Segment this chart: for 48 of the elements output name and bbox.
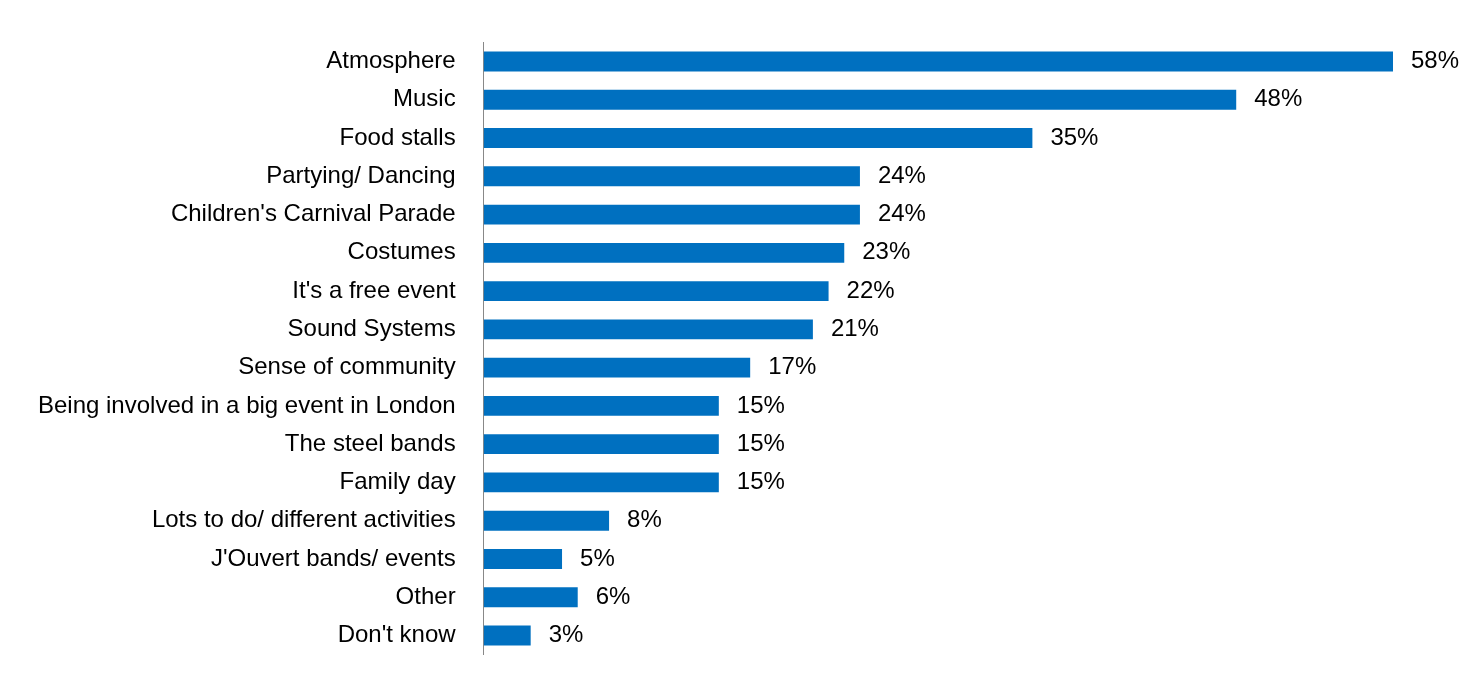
data-label: 48% — [1254, 84, 1303, 112]
data-label: 24% — [877, 199, 926, 227]
data-label: 23% — [862, 237, 911, 265]
data-label: 21% — [830, 313, 879, 341]
bar — [483, 625, 531, 646]
y-tick-label: Family day — [339, 467, 456, 495]
bar — [483, 51, 1393, 72]
data-label: 15% — [736, 467, 785, 495]
data-label: 5% — [580, 543, 615, 571]
bar — [483, 242, 845, 263]
data-label: 58% — [1411, 46, 1460, 74]
y-tick-label: Lots to do/ different activities — [151, 505, 456, 533]
data-label: 3% — [548, 620, 584, 648]
bar — [483, 395, 719, 416]
y-tick-label: Other — [395, 581, 456, 609]
y-tick-label: Partying/ Dancing — [266, 160, 456, 188]
bar — [483, 510, 610, 531]
y-tick-label: It's a free event — [292, 275, 456, 303]
bar — [483, 128, 1033, 148]
bar — [483, 281, 829, 302]
y-tick-label: Atmosphere — [326, 46, 456, 74]
bar — [483, 472, 719, 493]
y-tick-label: Don't know — [337, 620, 457, 648]
y-tick-label: Music — [392, 84, 456, 112]
data-label: 6% — [595, 581, 631, 609]
data-label: 15% — [736, 390, 785, 418]
y-tick-label: Food stalls — [339, 122, 456, 150]
data-label: 15% — [736, 428, 785, 456]
data-label: 35% — [1050, 122, 1099, 150]
y-tick-label: J'Ouvert bands/ events — [210, 543, 456, 571]
y-tick-label: Children's Carnival Parade — [170, 199, 456, 227]
data-label: 24% — [877, 160, 926, 188]
bar — [483, 166, 860, 187]
bar — [483, 549, 563, 569]
data-label: 8% — [627, 505, 662, 533]
data-label: 22% — [846, 275, 895, 303]
y-tick-label: Costumes — [347, 237, 456, 265]
bar — [483, 89, 1237, 110]
bar — [483, 434, 719, 455]
data-label: 17% — [768, 352, 817, 380]
y-tick-label: Being involved in a big event in London — [37, 390, 456, 418]
y-tick-label: The steel bands — [284, 428, 456, 456]
bar — [483, 204, 860, 225]
y-tick-label: Sound Systems — [287, 313, 456, 341]
bar — [483, 319, 813, 340]
bar — [483, 587, 578, 608]
y-tick-label: Sense of community — [238, 352, 456, 380]
bar — [483, 357, 751, 378]
